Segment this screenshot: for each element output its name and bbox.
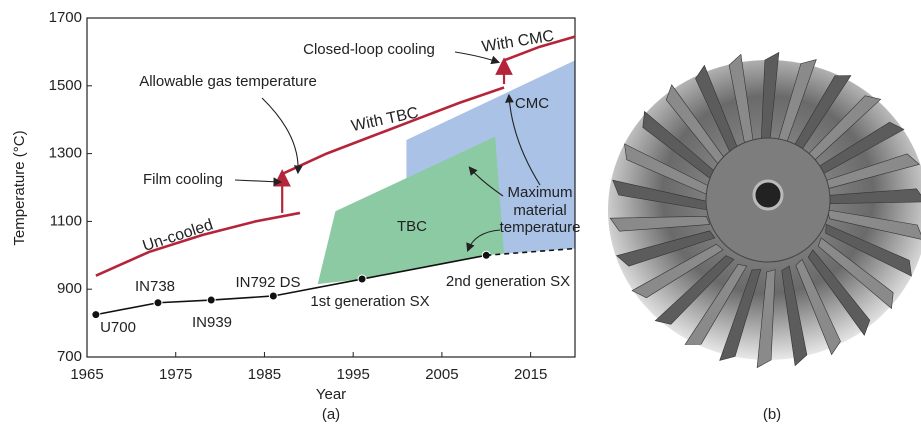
leader — [235, 180, 280, 182]
area-label: TBC — [397, 218, 427, 235]
x-tick-label: 1975 — [159, 366, 192, 383]
y-tick-label: 1100 — [50, 212, 82, 229]
y-axis-label: Temperature (°C) — [11, 130, 28, 245]
point-label: 1st generation SX — [310, 293, 429, 310]
point-label: IN738 — [135, 278, 175, 295]
annotation: temperature — [500, 219, 581, 236]
annotation: Maximum — [507, 184, 572, 201]
y-tick-label: 700 — [57, 348, 82, 365]
y-tick-label: 1700 — [49, 9, 82, 26]
point — [358, 275, 366, 283]
annotation: Closed-loop cooling — [303, 41, 435, 58]
x-tick-label: 1995 — [336, 366, 369, 383]
point-label: IN792 DS — [235, 274, 300, 291]
x-tick-label: 2015 — [514, 366, 547, 383]
caption: (b) — [763, 406, 781, 423]
figure: (a) (b) Year Temperature (°C) 1965 1975 19… — [0, 0, 921, 433]
annotation: Film cooling — [143, 171, 223, 188]
leader — [262, 98, 298, 172]
x-tick-label: 2005 — [425, 366, 458, 383]
point-label: 2nd generation SX — [446, 273, 570, 290]
series-label: Un-cooled — [141, 216, 216, 255]
caption: (a) — [322, 406, 340, 423]
annotation: material — [513, 202, 566, 219]
point — [269, 292, 277, 300]
annotation: Allowable gas temperature — [139, 73, 317, 90]
point-label: IN939 — [192, 314, 232, 331]
x-tick-label: 1985 — [248, 366, 281, 383]
hub-bore — [754, 181, 782, 209]
x-tick-label: 1965 — [70, 366, 103, 383]
y-tick-label: 1300 — [49, 145, 82, 162]
point — [207, 296, 215, 304]
y-tick-label: 1500 — [49, 77, 82, 94]
point-label: U700 — [100, 319, 136, 336]
area-label: CMC — [515, 95, 549, 112]
point — [92, 311, 100, 319]
series-label: With CMC — [481, 28, 556, 56]
turbine-photo — [608, 52, 921, 367]
y-tick-label: 900 — [57, 280, 82, 297]
point — [154, 299, 162, 307]
x-axis-label: Year — [316, 386, 346, 403]
